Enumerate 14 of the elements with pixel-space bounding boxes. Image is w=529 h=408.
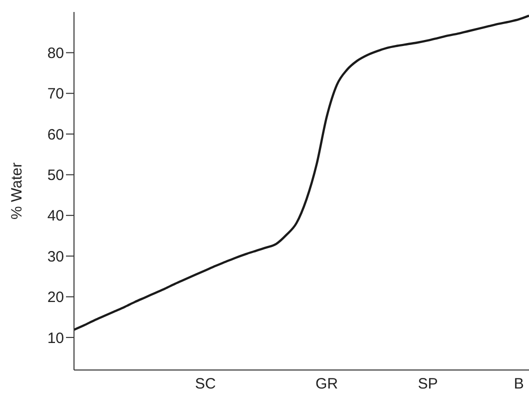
x-tick-label: SP xyxy=(418,376,438,393)
y-tick-label: 60 xyxy=(47,126,64,144)
y-axis-title: % Water xyxy=(8,162,26,220)
y-tick-label: 80 xyxy=(47,45,64,62)
y-tick-label: 10 xyxy=(47,330,64,347)
y-tick-label: 20 xyxy=(47,289,64,306)
line-series xyxy=(72,14,529,331)
x-tick-label: SC xyxy=(195,376,216,393)
y-tick-label: 40 xyxy=(47,208,64,225)
y-tick-label: 50 xyxy=(47,167,64,184)
x-tick-label: B xyxy=(514,376,524,393)
y-tick-label: 70 xyxy=(47,86,64,103)
x-tick-label: GR xyxy=(316,376,338,393)
y-tick-label: 30 xyxy=(47,248,64,266)
